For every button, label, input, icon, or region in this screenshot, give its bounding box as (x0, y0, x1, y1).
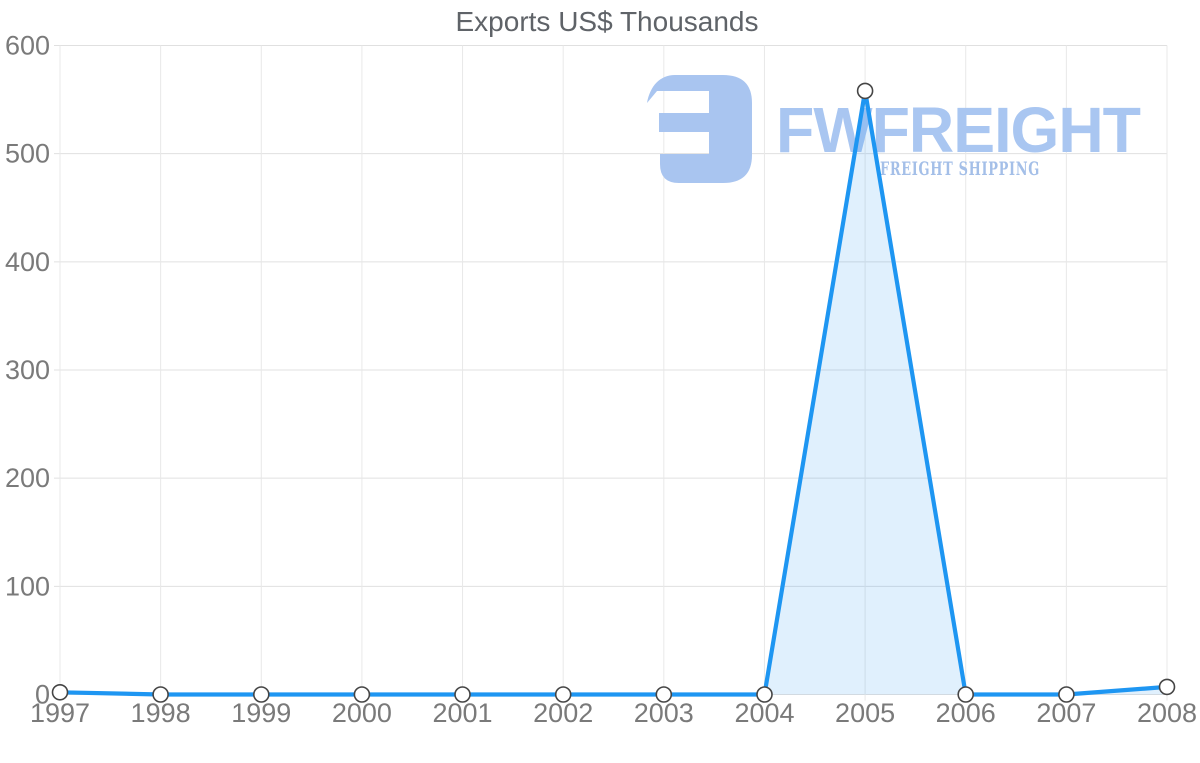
data-point-marker-2001[interactable] (454, 686, 471, 703)
data-point-marker-2006[interactable] (957, 686, 975, 703)
x-tick-label-1997: 1997 (30, 698, 90, 728)
series-line (57, 88, 1170, 697)
x-tick-label-1999: 1999 (231, 698, 291, 728)
data-point-marker-2007[interactable] (1058, 686, 1075, 703)
x-tick-label-2001: 2001 (432, 698, 492, 728)
y-tick-label-500: 500 (5, 139, 50, 169)
x-axis-tick-labels: 1997 1998 1999 2000 2001 2002 2003 2004 2005 2006… (30, 698, 1197, 728)
watermark-tagline-text: FREIGHT SHIPPING (880, 158, 1040, 180)
x-tick-label-2004: 2004 (734, 698, 794, 728)
x-tick-label-2007: 2007 (1036, 698, 1096, 728)
x-tick-label-1998: 1998 (131, 698, 191, 728)
x-tick-label-2005: 2005 (835, 698, 895, 728)
chart-title: Exports US$ Thousands (456, 6, 759, 37)
data-point-marker-2004[interactable] (756, 686, 773, 703)
data-point-marker-1999[interactable] (252, 686, 270, 703)
data-point-marker-2005[interactable] (856, 82, 874, 100)
data-point-markers (51, 82, 1176, 703)
x-tick-label-2008: 2008 (1137, 698, 1197, 728)
x-tick-label-2006: 2006 (936, 698, 996, 728)
vertical-gridlines (59, 45, 1168, 701)
data-point-marker-2002[interactable] (554, 686, 572, 703)
y-tick-label-100: 100 (5, 571, 50, 601)
y-axis-tick-labels: 0 100 200 300 400 500 600 (5, 31, 50, 710)
data-point-marker-2003[interactable] (655, 686, 673, 703)
logo-icon-glyph (647, 75, 752, 183)
x-tick-label-2003: 2003 (634, 698, 694, 728)
x-tick-label-2000: 2000 (332, 698, 392, 728)
watermark-brand-text: FWFREIGHT (776, 94, 1141, 166)
x-tick-label-2002: 2002 (533, 698, 593, 728)
y-tick-label-300: 300 (5, 355, 50, 385)
y-tick-label-600: 600 (5, 31, 50, 61)
data-point-marker-2008[interactable] (1158, 678, 1176, 696)
y-tick-label-200: 200 (5, 463, 50, 493)
fwfreight-logo-icon (647, 75, 752, 183)
data-point-marker-1997[interactable] (51, 683, 69, 701)
data-point-marker-2000[interactable] (353, 686, 371, 703)
y-tick-label-400: 400 (5, 247, 50, 277)
horizontal-gridlines (54, 45, 1167, 695)
watermark-logo: FWFREIGHT FREIGHT SHIPPING (647, 75, 1142, 183)
series-area-fill (60, 90, 1167, 695)
data-point-marker-1998[interactable] (152, 686, 169, 703)
y-tick-label-0: 0 (35, 680, 50, 710)
